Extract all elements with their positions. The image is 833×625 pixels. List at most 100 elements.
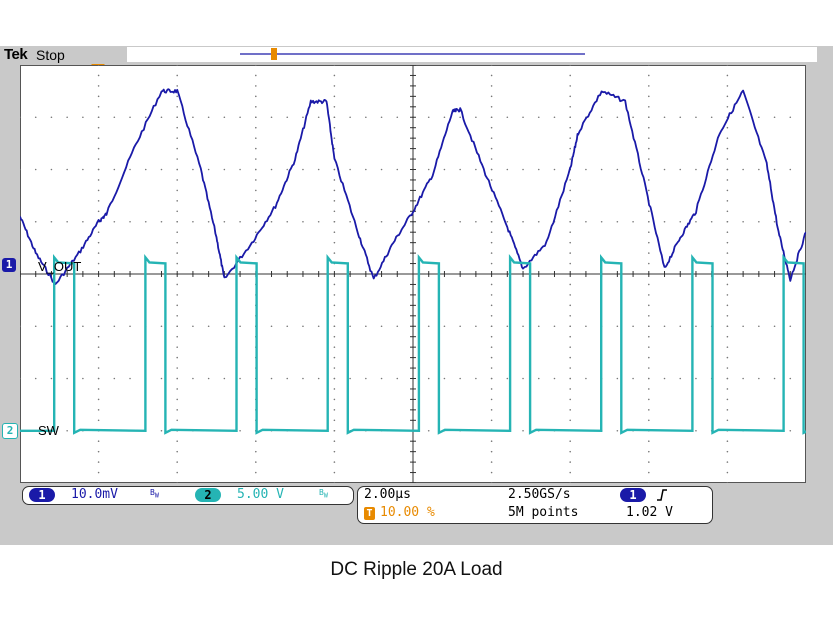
grid-dot (176, 398, 178, 401)
grid-dot (176, 220, 178, 223)
grid-dot (333, 64, 336, 66)
grid-dot (679, 168, 682, 171)
grid-dot (317, 325, 320, 328)
grid-dot (475, 116, 477, 119)
grid-dot (679, 377, 682, 380)
grid-dot (176, 450, 178, 453)
grid-dot (569, 158, 571, 160)
grid-dot (333, 179, 336, 181)
grid-dot (569, 252, 571, 254)
top-margin (0, 0, 833, 46)
grid-dot (380, 377, 383, 380)
grid-dot (176, 126, 178, 129)
grid-dot (176, 262, 178, 265)
grid-dot (113, 168, 116, 171)
grid-dot (569, 346, 571, 348)
grid-dot (176, 367, 178, 369)
grid-dot (207, 168, 210, 171)
grid-dot (726, 367, 729, 369)
grid-dot (349, 325, 351, 328)
grid-dot (239, 377, 241, 380)
trigger-position-icon: T (364, 507, 375, 520)
grid-dot (176, 440, 178, 443)
grid-dot (255, 64, 257, 66)
grid-dot (490, 137, 493, 139)
grid-dot (726, 64, 729, 66)
grid-dot (490, 126, 493, 129)
grid-dot (648, 356, 650, 359)
grid-dot (176, 168, 178, 171)
grid-dot (176, 294, 178, 296)
grid-dot (97, 64, 100, 66)
grid-dot (490, 471, 493, 474)
grid-dot (632, 116, 634, 119)
grid-dot (726, 398, 729, 401)
grid-dot (648, 137, 650, 139)
grid-dot (396, 377, 399, 380)
grid-dot (569, 325, 571, 328)
grid-dot (176, 419, 178, 422)
grid-dot (255, 231, 257, 233)
grid-dot (726, 315, 729, 317)
grid-dot (97, 450, 100, 453)
grid-dot (679, 220, 682, 223)
grid-dot (663, 168, 666, 171)
grid-dot (490, 377, 493, 380)
grid-dot (648, 262, 650, 265)
trigger-position: 10.00 % (380, 505, 435, 520)
grid-dot (97, 335, 100, 338)
grid-dot (679, 116, 682, 119)
grid-dot (333, 315, 336, 317)
grid-dot (176, 356, 178, 359)
grid-dot (160, 116, 163, 119)
grid-dot (176, 116, 178, 119)
ch2-trace-label: SW (38, 423, 60, 438)
grid-dot (648, 377, 650, 380)
grid-dot (616, 325, 619, 328)
ch1-ground-marker[interactable]: 1 (2, 258, 16, 272)
grid-dot (97, 325, 100, 328)
grid-dot (648, 461, 650, 463)
grid-dot (648, 398, 650, 401)
grid-dot (97, 106, 100, 108)
ch1-waveform (19, 88, 807, 285)
grid-dot (97, 315, 100, 317)
ch2-ground-marker[interactable]: 2 (2, 423, 18, 439)
grid-dot (333, 294, 336, 296)
grid-dot (427, 377, 430, 380)
grid-dot (490, 315, 493, 317)
grid-dot (255, 106, 257, 108)
grid-dot (66, 168, 68, 171)
grid-dot (569, 335, 571, 338)
grid-dot (648, 471, 650, 474)
grid-dot (663, 377, 666, 380)
grid-dot (97, 74, 100, 77)
grid-dot (113, 116, 116, 119)
grid-dot (207, 325, 210, 328)
grid-dot (255, 252, 257, 254)
grid-dot (600, 220, 603, 223)
grid-dot (506, 325, 509, 328)
graticule-grid (19, 64, 806, 484)
grid-dot (490, 147, 493, 150)
timebase-readout-box[interactable]: 2.00µs 2.50GS/s T 10.00 % 5M points 1 1.… (357, 486, 713, 524)
grid-dot (522, 325, 524, 328)
grid-dot (726, 335, 729, 338)
channel-readout-box[interactable]: 1 10.0mV BW 2 5.00 V BW (22, 486, 354, 505)
grid-dot (255, 137, 257, 139)
grid-dot (317, 377, 320, 380)
grid-dot (333, 419, 336, 422)
grid-dot (537, 220, 540, 223)
grid-dot (97, 126, 100, 129)
grid-dot (82, 220, 84, 223)
grid-dot (333, 168, 336, 171)
grid-dot (726, 409, 729, 411)
grid-dot (490, 388, 493, 390)
grid-dot (255, 74, 257, 77)
grid-dot (726, 231, 729, 233)
grid-dot (239, 325, 241, 328)
grid-dot (176, 241, 178, 244)
grid-dot (726, 106, 729, 108)
grid-dot (569, 356, 571, 359)
grid-dot (459, 116, 461, 119)
